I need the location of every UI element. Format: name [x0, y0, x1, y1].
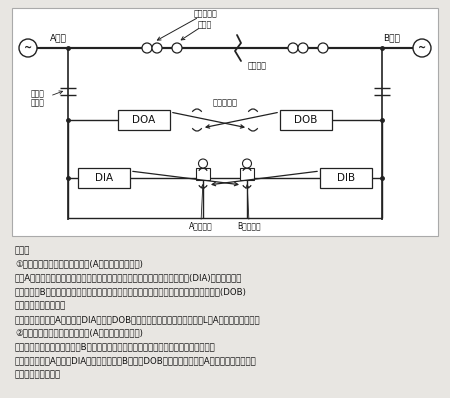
Bar: [240, 168, 254, 180]
Text: 変成器: 変成器: [31, 98, 45, 107]
Text: 故と判定する。: 故と判定する。: [15, 370, 61, 379]
Text: DIB: DIB: [337, 173, 355, 183]
Bar: [320, 168, 372, 188]
Text: 〔注〕: 〔注〕: [15, 246, 31, 255]
Text: A端子遮断: A端子遮断: [189, 222, 213, 230]
Text: 電流変成器: 電流変成器: [193, 10, 217, 18]
Circle shape: [243, 159, 252, 168]
Circle shape: [298, 43, 308, 53]
Circle shape: [19, 39, 37, 57]
Text: ・図には示していないが、B端子の背後の事故、すなわち送電線外部事故を考える。: ・図には示していないが、B端子の背後の事故、すなわち送電線外部事故を考える。: [15, 343, 216, 351]
Text: ・また、B端子からみても、送電線内部に事故が発生しているので外部方向検出継電器(DOB): ・また、B端子からみても、送電線内部に事故が発生しているので外部方向検出継電器(…: [15, 287, 247, 297]
Circle shape: [152, 43, 162, 53]
Text: ・この場合はA端子のDIAが動作しても、B端子のDOBが動作するので、A端子としては外部事: ・この場合はA端子のDIAが動作しても、B端子のDOBが動作するので、A端子とし…: [15, 356, 257, 365]
Circle shape: [172, 43, 182, 53]
Text: DIA: DIA: [95, 173, 113, 183]
Circle shape: [413, 39, 431, 57]
Bar: [280, 110, 332, 130]
Bar: [12, 8, 438, 236]
Text: ~: ~: [24, 43, 32, 53]
Text: B端子遮断: B端子遮断: [237, 222, 261, 230]
Circle shape: [142, 43, 152, 53]
Circle shape: [198, 159, 207, 168]
Text: ~: ~: [418, 43, 426, 53]
Text: DOA: DOA: [132, 115, 156, 125]
Text: ・A端子では送電線内部に事故が発生しているので、内部方向検出継電器(DIA)が動作する。: ・A端子では送電線内部に事故が発生しているので、内部方向検出継電器(DIA)が動…: [15, 273, 243, 283]
Text: A端子: A端子: [50, 33, 67, 43]
Text: DOB: DOB: [294, 115, 318, 125]
Text: 電力線搬送: 電力線搬送: [212, 98, 238, 107]
Text: ①　内部事故判定のメカニズム(A端子について説明): ① 内部事故判定のメカニズム(A端子について説明): [15, 260, 143, 269]
Bar: [118, 110, 170, 130]
Circle shape: [318, 43, 328, 53]
Text: 遮断器: 遮断器: [198, 21, 212, 29]
Text: 内部事故: 内部事故: [248, 62, 267, 70]
Text: ②　外部事故判定のメカニズム(A端子について説明): ② 外部事故判定のメカニズム(A端子について説明): [15, 329, 143, 338]
Circle shape: [288, 43, 298, 53]
Text: 電　圧: 電 圧: [31, 90, 45, 98]
Text: B端子: B端子: [383, 33, 400, 43]
Text: は不動作である。: は不動作である。: [15, 301, 66, 310]
Bar: [196, 168, 210, 180]
Text: ・したがって、A端子ではDIA動作、DOB不動作の場合、内部事故と判定L・A端子を遥断する。: ・したがって、A端子ではDIA動作、DOB不動作の場合、内部事故と判定L・A端子…: [15, 315, 261, 324]
Bar: [78, 168, 130, 188]
